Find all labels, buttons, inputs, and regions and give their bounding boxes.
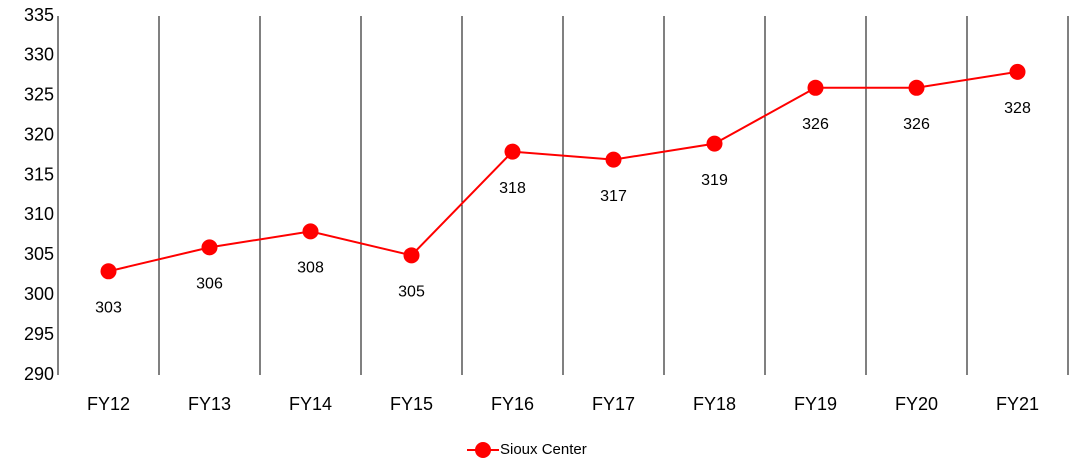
y-tick-label: 335 — [24, 5, 54, 25]
x-tick-label: FY17 — [592, 394, 635, 414]
data-label: 328 — [1004, 100, 1031, 117]
legend-swatch — [475, 442, 491, 458]
point — [605, 151, 622, 168]
point — [1009, 63, 1026, 80]
point — [403, 247, 420, 264]
data-label: 326 — [903, 116, 930, 133]
data-label: 308 — [297, 260, 324, 277]
y-tick-label: 295 — [24, 324, 54, 344]
point — [908, 79, 925, 96]
data-label: 306 — [196, 276, 223, 293]
x-tick-label: FY19 — [794, 394, 837, 414]
line — [108, 70, 1018, 273]
x-tick-label: FY20 — [895, 394, 938, 414]
point — [100, 263, 117, 280]
x-tick-label: FY21 — [996, 394, 1039, 414]
y-tick-label: 290 — [24, 364, 54, 384]
data-label: 305 — [398, 284, 425, 301]
legend-label: Sioux Center — [500, 441, 587, 458]
point — [201, 239, 218, 256]
x-tick-label: FY13 — [188, 394, 231, 414]
x-tick-label: FY14 — [289, 394, 332, 414]
data-label: 317 — [600, 188, 627, 205]
point — [706, 135, 723, 152]
point — [807, 79, 824, 96]
x-tick-label: FY15 — [390, 394, 433, 414]
y-tick-label: 330 — [24, 45, 54, 65]
x-tick-label: FY18 — [693, 394, 736, 414]
y-tick-label: 305 — [24, 244, 54, 264]
y-tick-label: 320 — [24, 124, 54, 144]
data-label: 318 — [499, 180, 526, 197]
y-tick-label: 315 — [24, 164, 54, 184]
point — [302, 223, 319, 240]
y-tick-label: 300 — [24, 284, 54, 304]
point — [504, 143, 521, 160]
y-tick-label: 310 — [24, 204, 54, 224]
x-tick-label: FY12 — [87, 394, 130, 414]
x-tick-label: FY16 — [491, 394, 534, 414]
data-label: 303 — [95, 300, 122, 317]
data-label: 319 — [701, 172, 728, 189]
y-tick-label: 325 — [24, 85, 54, 105]
data-label: 326 — [802, 116, 829, 133]
